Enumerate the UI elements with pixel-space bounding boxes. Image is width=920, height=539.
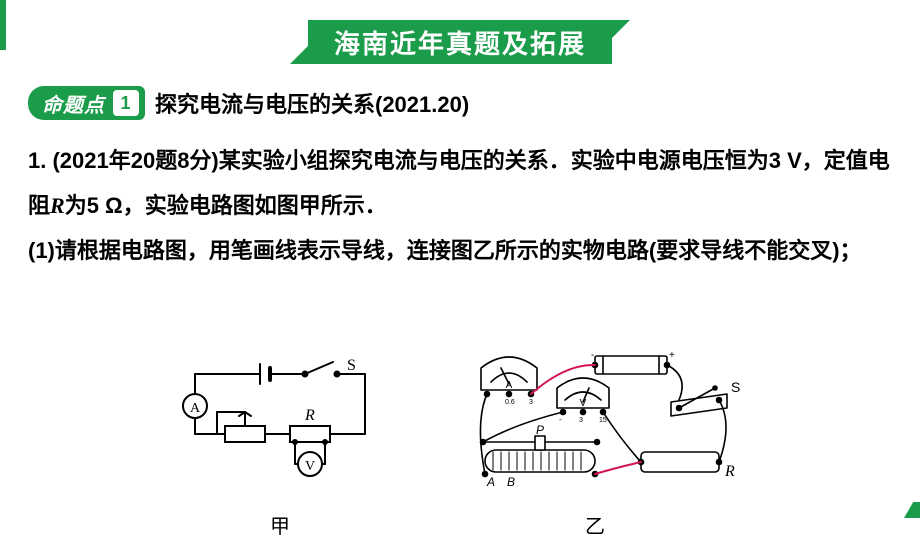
svg-text:B: B <box>507 475 515 489</box>
schematic-jia-svg: S R <box>175 354 385 504</box>
content-area: 命题点 1 探究电流与电压的关系(2021.20) 1. (2021年20题8分… <box>28 86 892 273</box>
svg-text:R: R <box>724 463 735 480</box>
svg-text:S: S <box>731 379 740 395</box>
svg-text:V: V <box>305 459 315 474</box>
svg-text:S: S <box>347 357 356 374</box>
q1-text-b: 为5 Ω，实验电路图如图甲所示． <box>65 193 387 218</box>
var-R: R <box>50 193 65 218</box>
svg-text:-: - <box>559 415 562 424</box>
banner-title: 海南近年真题及拓展 <box>308 20 612 64</box>
svg-text:3: 3 <box>529 399 533 406</box>
topic-title: 探究电流与电压的关系(2021.20) <box>155 87 469 119</box>
svg-text:A: A <box>190 401 201 416</box>
figure-yi: - + A - 0.6 <box>445 344 745 539</box>
topic-badge-label: 命题点 <box>42 89 105 118</box>
figure-jia: S R <box>175 354 385 539</box>
figures-row: S R <box>28 344 892 539</box>
q1-prefix: 1. (2021年20题8分) <box>28 148 219 173</box>
banner-chevron-right <box>608 20 630 64</box>
edge-accent-bottom-right <box>904 502 920 518</box>
svg-text:A: A <box>486 475 495 489</box>
figure-yi-caption: 乙 <box>585 510 605 539</box>
svg-text:V: V <box>580 398 587 409</box>
svg-text:R: R <box>304 407 315 424</box>
svg-text:3: 3 <box>579 417 583 424</box>
figure-jia-caption: 甲 <box>270 510 290 539</box>
svg-text:A: A <box>506 380 513 391</box>
question-paragraph-1: 1. (2021年20题8分)某实验小组探究电流与电压的关系．实验中电源电压恒为… <box>28 138 892 228</box>
physical-yi-svg: - + A - 0.6 <box>445 344 745 504</box>
topic-badge-number: 1 <box>113 90 139 116</box>
question-paragraph-2: (1)请根据电路图，用笔画线表示导线，连接图乙所示的实物电路(要求导线不能交叉)… <box>28 228 892 273</box>
section-header-banner: 海南近年真题及拓展 <box>290 20 630 64</box>
topic-badge: 命题点 1 <box>28 86 145 120</box>
svg-text:15: 15 <box>599 417 607 424</box>
svg-text:+: + <box>669 350 675 361</box>
topic-row: 命题点 1 探究电流与电压的关系(2021.20) <box>28 86 892 120</box>
svg-text:P: P <box>536 423 544 437</box>
svg-text:0.6: 0.6 <box>505 399 515 406</box>
edge-accent-top-left <box>0 0 6 50</box>
svg-text:-: - <box>591 350 594 361</box>
